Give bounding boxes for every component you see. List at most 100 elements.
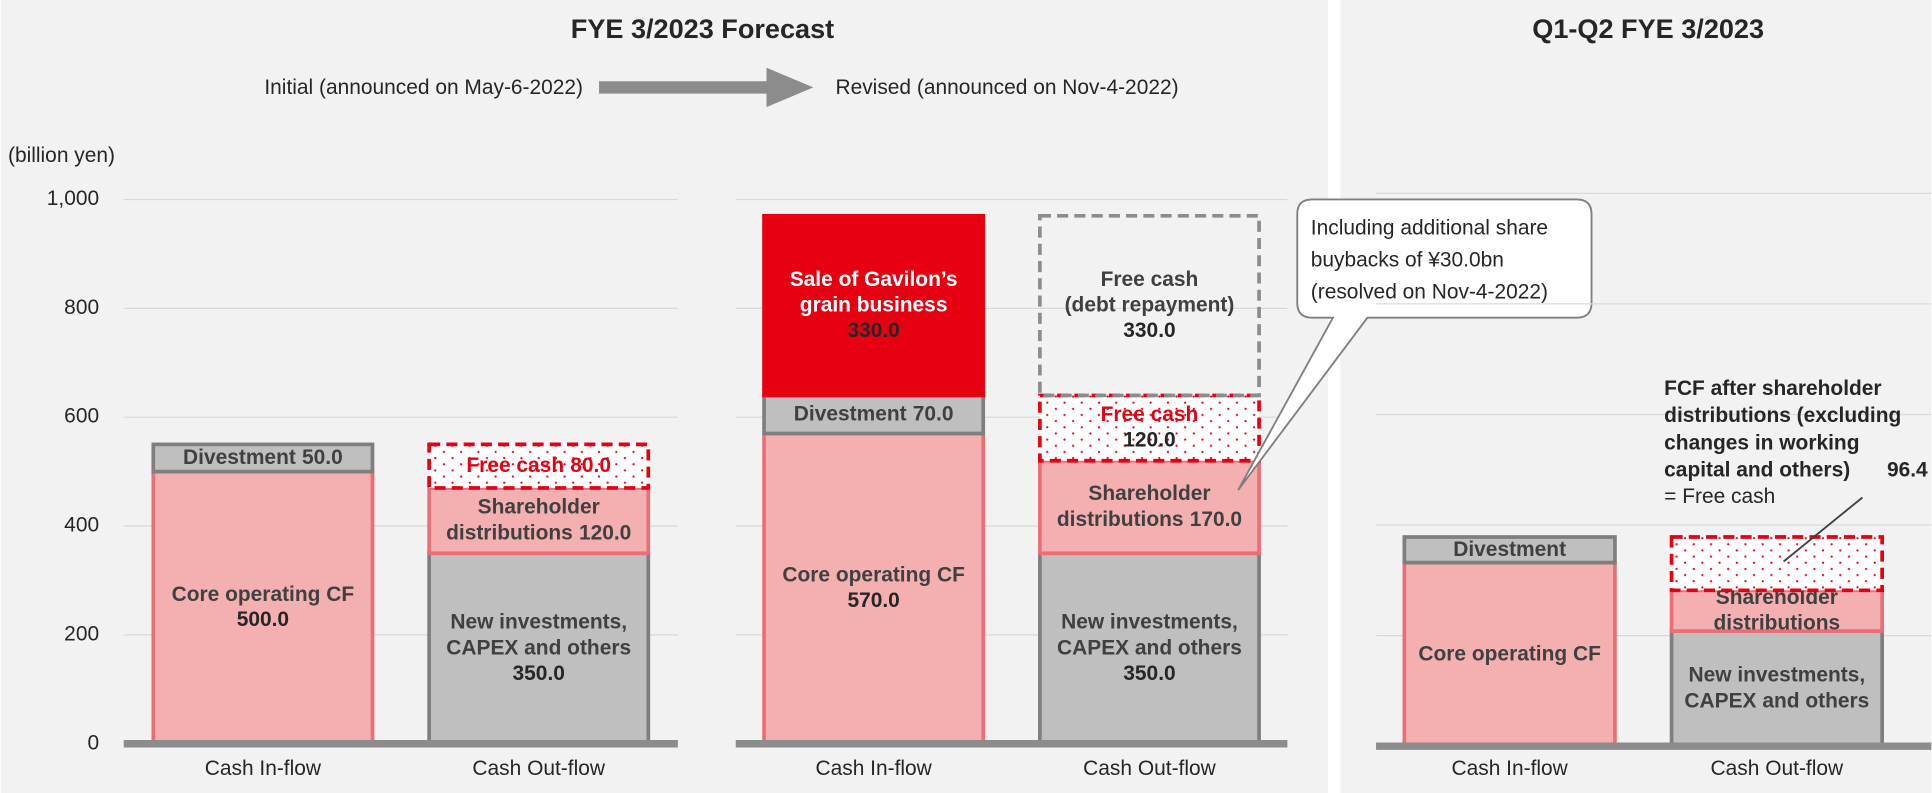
segment-name: Core operating CF — [172, 582, 355, 605]
bar-segment — [1038, 458, 1261, 556]
segment-name: Free cash — [1101, 267, 1199, 290]
x-tick-label: Cash Out-flow — [472, 757, 605, 780]
segment-label: Core operating CF — [1418, 642, 1601, 665]
segment-label: New investments, — [450, 610, 627, 633]
segment-name: Core operating CF — [782, 563, 965, 586]
segment-label: Free cash 80.0 — [466, 454, 611, 477]
annotation: = Free cash — [1664, 485, 1775, 508]
segment-name: Shareholder — [478, 495, 600, 518]
value-label: 96.4 — [1887, 458, 1928, 481]
segment-name: New investments, — [1688, 663, 1865, 686]
annotation-text: FCF after shareholder — [1664, 377, 1881, 400]
value-label: 70.0 — [913, 402, 954, 425]
bar-segment — [427, 442, 651, 490]
value-label: 330.0 — [847, 319, 899, 342]
segment-label: (debt repayment) — [1065, 293, 1235, 316]
segment-label: Shareholder — [478, 495, 600, 518]
segment-label: Shareholder — [1088, 482, 1210, 505]
y-tick-label: 400 — [64, 514, 99, 537]
callout — [1237, 198, 1593, 491]
segment-name: New investments, — [1061, 610, 1238, 633]
segment-name: Divestment — [794, 402, 907, 425]
bar-segment — [762, 213, 986, 398]
segment-name: Shareholder — [1088, 482, 1210, 505]
value-label: 350.0 — [1123, 662, 1175, 685]
y-tick-label: 200 — [64, 622, 99, 645]
segment-label: Free cash — [1101, 403, 1199, 426]
segment-name: grain business — [800, 293, 948, 316]
annotation: FCF after shareholder — [1664, 377, 1881, 400]
bar-segment — [1669, 535, 1884, 593]
x-tick-label: Cash In-flow — [205, 757, 322, 780]
segment-name: Free cash — [466, 454, 564, 477]
value-label: 570.0 — [847, 589, 899, 612]
segment-name: Divestment — [183, 446, 296, 469]
x-tick-label: Cash Out-flow — [1083, 757, 1216, 780]
bar-segment — [427, 486, 651, 556]
x-tick-label: Cash Out-flow — [1711, 757, 1844, 780]
annotation-text: capital and others) — [1664, 458, 1850, 481]
value-label: 50.0 — [302, 446, 343, 469]
value-label: 120.0 — [579, 521, 631, 544]
segment-label: grain business — [800, 293, 948, 316]
plot: FYE 3/2023 Forecast Initial (announced on… — [8, 13, 1932, 780]
y-tick-label: 800 — [64, 296, 99, 319]
y-tick-label: 0 — [87, 731, 99, 754]
leader-line — [1783, 496, 1864, 563]
segment-label: Divestment 50.0 — [183, 446, 343, 469]
annotation: capital and others) 96.4 — [1664, 458, 1928, 481]
value-label: 170.0 — [1190, 507, 1242, 530]
subtitle: Revised (announced on Nov-4-2022) — [835, 76, 1178, 99]
segment-label: CAPEX and others — [1684, 689, 1869, 712]
segment-label: distributions — [1714, 611, 1841, 634]
bar-segment — [1038, 551, 1261, 746]
bar-segment — [151, 442, 375, 474]
segment-name: CAPEX and others — [1057, 636, 1242, 659]
segment-name: Sale of Gavilon’s — [790, 267, 958, 290]
segment-label: Core operating CF — [782, 563, 965, 586]
y-tick-label: 1,000 — [47, 187, 99, 210]
segment-label: distributions 120.0 — [446, 521, 631, 544]
value-label: 330.0 — [1123, 319, 1175, 342]
segment-label: Core operating CF — [172, 582, 355, 605]
segment-label: Free cash — [1101, 267, 1199, 290]
annotation-text: changes in working — [1664, 431, 1859, 454]
segment-name: CAPEX and others — [446, 636, 631, 659]
callout-text: (resolved on Nov-4-2022) — [1311, 281, 1548, 304]
segment-name: distributions — [1714, 611, 1841, 634]
bar-segment — [1038, 213, 1261, 398]
segment-label: Divestment 70.0 — [794, 402, 954, 425]
segment-name: distributions — [1057, 507, 1184, 530]
callout-text: buybacks of ¥30.0bn — [1311, 249, 1504, 272]
value-label: 120.0 — [1123, 429, 1175, 452]
segment-label: CAPEX and others — [1057, 636, 1242, 659]
segment-name: Divestment — [1453, 537, 1566, 560]
chart-title: FYE 3/2023 Forecast — [571, 13, 834, 44]
bar-segment — [762, 393, 986, 436]
segment-name: distributions — [446, 521, 573, 544]
x-tick-label: Cash In-flow — [1452, 757, 1569, 780]
y-axis-label: (billion yen) — [8, 144, 115, 167]
bar-segment — [1669, 629, 1884, 749]
annotation-text: distributions (excluding — [1664, 404, 1901, 427]
x-tick-label: Cash In-flow — [816, 757, 933, 780]
segment-name: New investments, — [450, 610, 627, 633]
bar-segment — [1402, 535, 1617, 565]
value-label: 500.0 — [237, 608, 289, 631]
segment-label: New investments, — [1061, 610, 1238, 633]
value-label: 80.0 — [570, 454, 611, 477]
segment-label: Divestment — [1453, 537, 1566, 560]
segment-label: Sale of Gavilon’s — [790, 267, 958, 290]
y-tick-label: 600 — [64, 405, 99, 428]
arrow — [599, 67, 814, 108]
segment-label: distributions 170.0 — [1057, 507, 1242, 530]
segment-name: CAPEX and others — [1684, 689, 1869, 712]
callout-text: Including additional share — [1311, 217, 1548, 240]
segment-name: Core operating CF — [1418, 642, 1601, 665]
segment-label: New investments, — [1688, 663, 1865, 686]
segment-name: Free cash — [1101, 403, 1199, 426]
annotation: changes in working — [1664, 431, 1859, 454]
value-label: 350.0 — [513, 662, 565, 685]
